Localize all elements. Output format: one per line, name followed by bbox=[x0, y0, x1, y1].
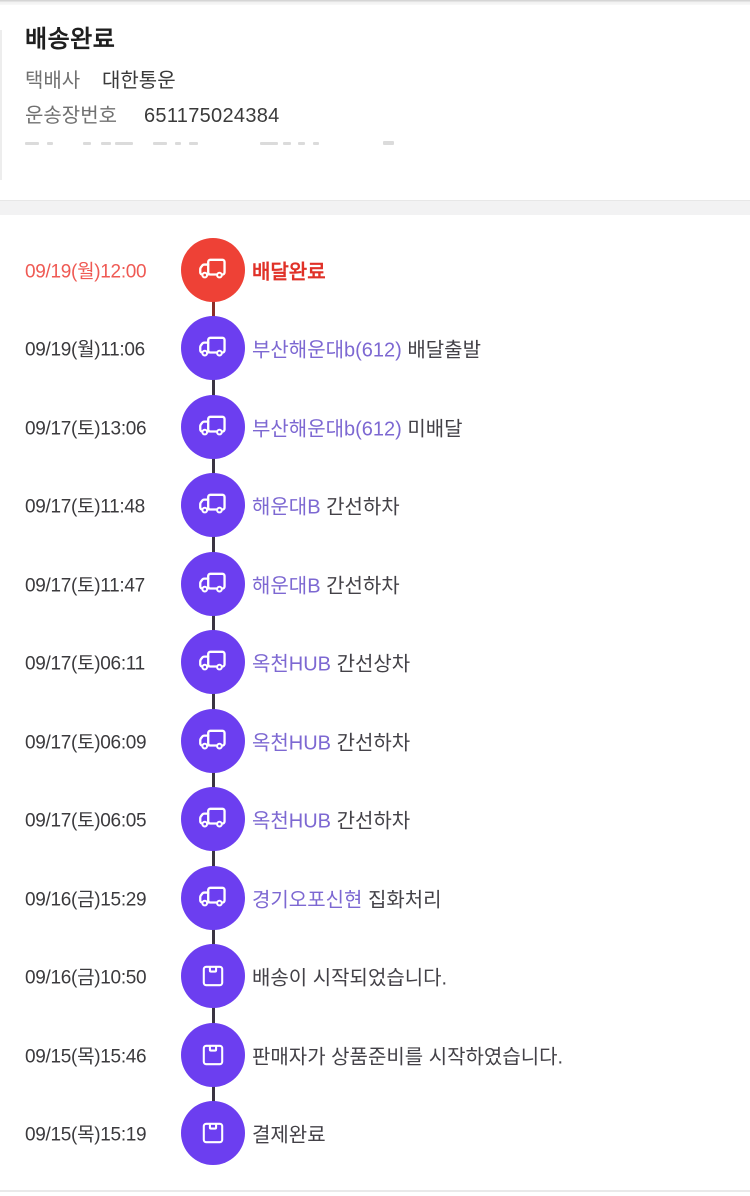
truck-icon bbox=[199, 807, 226, 828]
truck-icon bbox=[199, 258, 226, 279]
event-status-text: 미배달 bbox=[407, 418, 463, 441]
truck-icon bbox=[199, 650, 226, 671]
timeline-event-row: 09/17(토)11:47 해운대B 간선하차 bbox=[0, 551, 750, 616]
event-location: 해운대B bbox=[252, 575, 327, 598]
event-status-text: 배달완료 bbox=[252, 261, 326, 284]
event-status: 결제완료 bbox=[252, 1118, 326, 1147]
event-timestamp: 09/19(월)11:06 bbox=[25, 339, 145, 361]
event-timestamp: 09/17(토)13:06 bbox=[25, 418, 147, 440]
truck-icon bbox=[199, 729, 226, 750]
event-status: 부산해운대b(612) 미배달 bbox=[252, 412, 463, 441]
courier-line: 택배사 대한통운 bbox=[25, 68, 176, 94]
event-timestamp: 09/17(토)06:05 bbox=[25, 810, 147, 832]
left-edge-artifact bbox=[0, 30, 2, 180]
event-timestamp: 09/17(토)11:48 bbox=[25, 496, 145, 518]
event-location: 옥천HUB bbox=[252, 653, 337, 676]
timeline-event-row: 09/15(목)15:46 판매자가 상품준비를 시작하였습니다. bbox=[0, 1022, 750, 1087]
package-icon bbox=[202, 1122, 224, 1144]
bottom-divider bbox=[0, 1190, 750, 1192]
event-location: 부산해운대b(612) bbox=[252, 339, 408, 362]
timeline-event-row: 09/16(금)15:29 경기오포신현 집화처리 bbox=[0, 865, 750, 930]
truck-icon bbox=[199, 572, 226, 593]
event-status: 해운대B 간선하차 bbox=[252, 491, 400, 520]
truck-icon bbox=[199, 337, 226, 357]
event-timestamp: 09/16(금)10:50 bbox=[25, 967, 147, 989]
event-status-text: 간선하차 bbox=[326, 575, 400, 598]
event-icon-bubble bbox=[181, 1100, 245, 1165]
event-timestamp: 09/15(목)15:46 bbox=[25, 1046, 147, 1067]
timeline-connector-line bbox=[212, 270, 215, 1133]
timeline-event-row: 09/19(월)12:00 배달완료 bbox=[0, 238, 750, 302]
courier-value: 대한통운 bbox=[102, 70, 176, 92]
courier-label: 택배사 bbox=[25, 70, 81, 92]
event-location: 옥천HUB bbox=[252, 732, 337, 755]
event-location: 해운대B bbox=[252, 496, 327, 519]
event-status-text: 간선하차 bbox=[336, 810, 411, 833]
timeline-event-row: 09/17(토)13:06 부산해운대b(612) 미배달 bbox=[0, 394, 750, 459]
event-icon-bubble bbox=[181, 944, 245, 1009]
event-icon-bubble bbox=[181, 708, 245, 773]
event-status-text: 간선하차 bbox=[326, 496, 400, 519]
timeline-event-row: 09/17(토)06:05 옥천HUB 간선하차 bbox=[0, 787, 750, 852]
truck-icon bbox=[199, 493, 226, 514]
timeline-event-row: 09/17(토)06:09 옥천HUB 간선하차 bbox=[0, 708, 750, 773]
tracking-number-label: 운송장번호 bbox=[25, 105, 117, 127]
event-status-text: 집화처리 bbox=[367, 889, 442, 912]
event-status: 판매자가 상품준비를 시작하였습니다. bbox=[252, 1040, 563, 1069]
event-timestamp: 09/19(월)12:00 bbox=[25, 261, 147, 283]
event-location: 부산해운대b(612) bbox=[252, 418, 408, 441]
event-timestamp: 09/15(목)15:19 bbox=[25, 1124, 147, 1146]
event-icon-bubble bbox=[181, 630, 245, 695]
event-status-text: 배송이 시작되었습니다. bbox=[252, 967, 448, 990]
event-icon-bubble bbox=[181, 551, 245, 616]
package-icon bbox=[202, 965, 224, 987]
event-icon-bubble bbox=[181, 787, 245, 852]
event-timestamp: 09/17(토)06:11 bbox=[25, 653, 145, 675]
event-status: 부산해운대b(612) 배달출발 bbox=[252, 334, 481, 363]
event-icon-bubble bbox=[181, 473, 245, 538]
event-location: 경기오포신현 bbox=[252, 889, 368, 912]
event-status-text: 결제완료 bbox=[252, 1124, 326, 1147]
clipped-text-artifact bbox=[25, 141, 445, 147]
top-edge-band bbox=[0, 0, 750, 5]
event-timestamp: 09/17(토)06:09 bbox=[25, 732, 147, 754]
event-status: 옥천HUB 간선상차 bbox=[252, 648, 410, 677]
package-icon bbox=[202, 1044, 224, 1065]
event-status-text: 배달출발 bbox=[407, 339, 481, 362]
timeline-event-row: 09/19(월)11:06 부산해운대b(612) 배달출발 bbox=[0, 316, 750, 381]
truck-icon bbox=[199, 886, 226, 907]
page-title: 배송완료 bbox=[25, 26, 116, 53]
event-icon-bubble bbox=[181, 394, 245, 459]
event-status: 경기오포신현 집화처리 bbox=[252, 883, 442, 912]
event-icon-bubble bbox=[181, 865, 245, 930]
event-location: 옥천HUB bbox=[252, 810, 337, 833]
tracking-number-line: 운송장번호 651175024384 bbox=[25, 103, 280, 129]
event-status-text: 간선하차 bbox=[336, 732, 411, 755]
event-status: 옥천HUB 간선하차 bbox=[252, 726, 410, 755]
event-timestamp: 09/16(금)15:29 bbox=[25, 889, 147, 911]
timeline-event-row: 09/17(토)11:48 해운대B 간선하차 bbox=[0, 473, 750, 538]
timeline-event-row: 09/15(목)15:19 결제완료 bbox=[0, 1100, 750, 1165]
event-status-text: 간선상차 bbox=[336, 653, 411, 676]
event-icon-bubble bbox=[181, 1022, 245, 1087]
timeline-event-row: 09/17(토)06:11 옥천HUB 간선상차 bbox=[0, 630, 750, 695]
event-status: 배송이 시작되었습니다. bbox=[252, 962, 447, 991]
event-status-text: 판매자가 상품준비를 시작하였습니다. bbox=[252, 1046, 564, 1068]
event-icon-bubble bbox=[181, 316, 245, 381]
tracking-number-value: 651175024384 bbox=[144, 105, 280, 127]
section-divider bbox=[0, 200, 750, 215]
truck-icon bbox=[199, 415, 226, 436]
event-status: 옥천HUB 간선하차 bbox=[252, 805, 410, 834]
event-status: 해운대B 간선하차 bbox=[252, 569, 400, 598]
event-status: 배달완료 bbox=[252, 256, 326, 285]
event-timestamp: 09/17(토)11:47 bbox=[25, 575, 145, 597]
event-icon-bubble bbox=[181, 238, 245, 302]
timeline-event-row: 09/16(금)10:50 배송이 시작되었습니다. bbox=[0, 944, 750, 1009]
